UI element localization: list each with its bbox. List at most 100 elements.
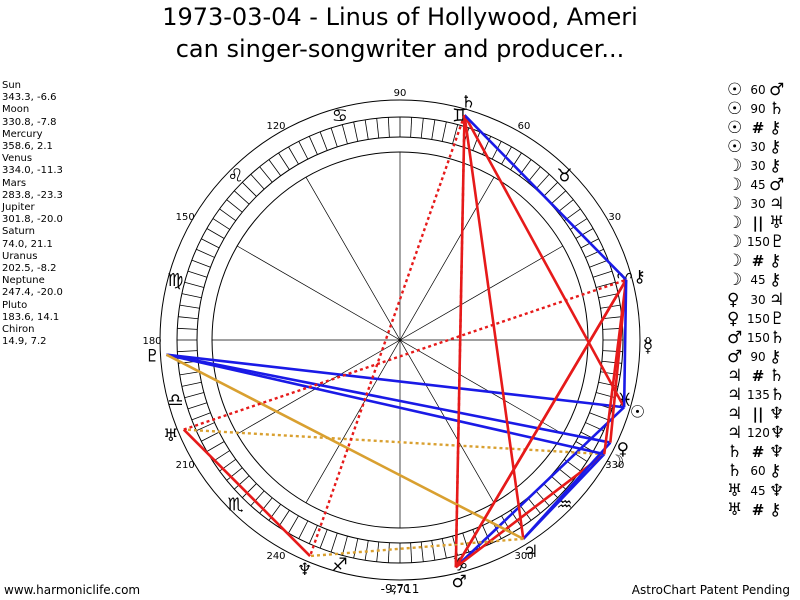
planet-position-sun: 343.3, -6.6 xyxy=(2,92,57,104)
aspect-planet2-icon: ⚷ xyxy=(769,270,782,291)
degree-tick xyxy=(181,293,202,299)
zodiac-sign-icon: ♍ xyxy=(167,270,183,291)
outer-circle xyxy=(159,99,641,581)
aspect-planet2-icon: ⚷ xyxy=(769,251,782,272)
planet-name-chiron: Chiron xyxy=(2,324,35,336)
zodiac-sign-icon: ♐ xyxy=(332,555,348,576)
aspect-line xyxy=(522,441,612,540)
degree-tick xyxy=(206,441,225,452)
planet-name-mars: Mars xyxy=(2,177,27,189)
zodiac-sign-icon: ♌ xyxy=(228,166,244,187)
degree-tick xyxy=(420,118,424,139)
aspect-line xyxy=(308,114,466,557)
degree-tick xyxy=(535,174,550,190)
chart-title-line2: can singer-songwriter and producer... xyxy=(175,35,625,63)
aspect-value: 150 xyxy=(747,330,770,345)
aspect-value: 120 xyxy=(747,426,770,441)
aspect-row: ☽ # ⚷ xyxy=(727,251,799,272)
aspect-value: 135 xyxy=(747,388,770,403)
aspect-planet1-icon: ♀ xyxy=(727,308,740,329)
aspect-row: ♃ 120 ♆ xyxy=(727,423,799,444)
aspect-line xyxy=(463,114,626,408)
degree-label: 150 xyxy=(176,212,195,223)
aspect-planet2-icon: ♂ xyxy=(769,175,785,196)
planet-sun-icon: ☉ xyxy=(630,402,645,422)
degree-tick xyxy=(298,141,309,160)
degree-tick xyxy=(353,121,359,142)
degree-tick xyxy=(589,412,609,421)
degree-tick xyxy=(259,497,273,514)
aspect-row: ♄ 60 ⚷ xyxy=(727,461,799,482)
degree-tick xyxy=(206,228,225,239)
aspect-row: ☽ 30 ⚷ xyxy=(727,156,799,176)
degree-tick xyxy=(535,490,550,506)
degree-tick xyxy=(226,467,243,481)
zodiac-sign-icon: ♋ xyxy=(332,105,348,126)
aspect-row: ♃ || ♆ xyxy=(727,404,799,425)
degree-label: 270 xyxy=(390,584,409,595)
degree-tick xyxy=(510,152,522,170)
aspect-planet1-icon: ♄ xyxy=(727,461,743,482)
planet-moon-icon: ☽ xyxy=(609,452,624,472)
aspect-line xyxy=(183,428,605,456)
planet-position-chiron: 14.9, 7.2 xyxy=(2,336,47,348)
aspect-line xyxy=(463,114,525,540)
aspect-planet1-icon: ♃ xyxy=(727,404,743,425)
degree-tick xyxy=(387,542,390,563)
degree-label: 210 xyxy=(176,460,195,471)
aspect-planet2-icon: ♄ xyxy=(769,98,785,119)
degree-tick xyxy=(250,490,265,506)
aspect-value: 60 xyxy=(750,464,766,479)
aspect-planet2-icon: ⚷ xyxy=(769,499,782,520)
aspect-planet1-icon: ☉ xyxy=(727,98,743,119)
aspect-row: ☉ 30 ⚷ xyxy=(727,136,799,157)
planet-name-saturn: Saturn xyxy=(2,226,36,238)
degree-tick xyxy=(308,136,318,155)
aspect-value: 45 xyxy=(750,483,766,498)
degree-tick xyxy=(491,141,502,160)
aspect-row: ♃ # ♄ xyxy=(727,365,799,386)
aspect-row: ☽ 45 ♂ xyxy=(727,175,799,196)
aspect-value: # xyxy=(751,118,765,137)
degree-tick xyxy=(330,127,338,148)
aspect-row: ♅ # ⚷ xyxy=(727,499,799,520)
aspect-planet2-icon: ♆ xyxy=(769,423,786,444)
aspect-value: 30 xyxy=(750,197,766,212)
degree-tick xyxy=(527,497,541,514)
planet-position-neptune: 247.4, -20.0 xyxy=(2,287,63,299)
bottom-value: -9,711 xyxy=(381,582,420,596)
aspect-planet2-icon: ♄ xyxy=(769,365,785,386)
degree-tick xyxy=(250,174,265,190)
degree-tick xyxy=(601,316,622,320)
degree-tick xyxy=(268,159,282,177)
planet-neptune-icon: ♆ xyxy=(297,560,312,580)
aspect-planet1-icon: ☽ xyxy=(727,194,743,215)
degree-tick xyxy=(187,402,208,410)
degree-tick xyxy=(592,270,613,278)
aspect-line xyxy=(609,279,628,443)
planet-chiron-icon: ⚷ xyxy=(633,267,645,287)
website-link[interactable]: www.harmoniclife.com xyxy=(4,583,141,597)
degree-label: 60 xyxy=(518,121,531,132)
aspect-line xyxy=(166,353,605,456)
aspect-row: ♄ # ♆ xyxy=(727,442,799,462)
aspect-planet2-icon: ♆ xyxy=(769,404,785,425)
aspect-planet1-icon: ♂ xyxy=(727,327,743,348)
aspect-planet1-icon: ☉ xyxy=(727,136,743,157)
aspect-row: ☽ 150 ♇ xyxy=(727,232,799,252)
aspect-line xyxy=(183,278,627,431)
degree-tick xyxy=(234,190,250,205)
planet-venus-icon: ♀ xyxy=(617,440,629,460)
degree-label: 300 xyxy=(514,551,533,562)
degree-tick xyxy=(187,270,208,278)
aspect-planet1-icon: ☽ xyxy=(727,270,743,291)
degree-tick xyxy=(518,503,532,521)
degree-tick xyxy=(184,392,205,399)
aspect-planet1-icon: ♃ xyxy=(727,385,743,406)
degree-tick xyxy=(376,541,380,562)
degree-tick xyxy=(441,538,447,559)
degree-tick xyxy=(550,475,566,490)
degree-tick xyxy=(543,182,558,197)
aspect-value: # xyxy=(751,500,765,519)
planet-name-pluto: Pluto xyxy=(2,299,28,311)
